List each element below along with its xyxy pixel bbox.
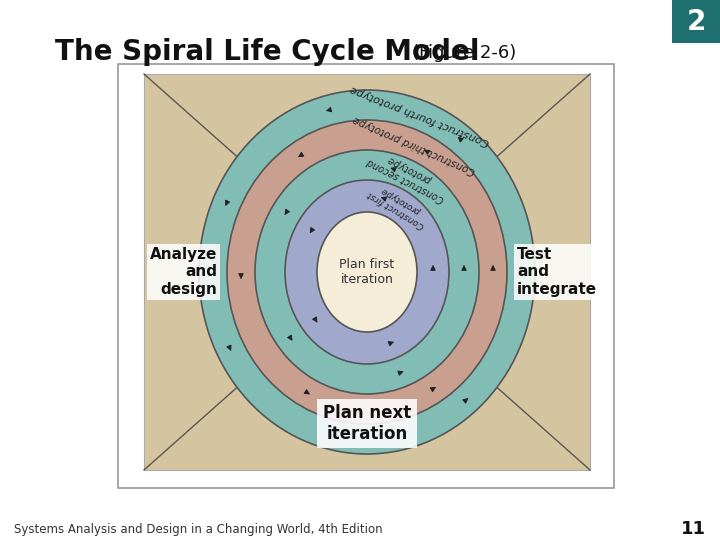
- Ellipse shape: [255, 150, 479, 394]
- Bar: [118, 64, 614, 488]
- Text: The Spiral Life Cycle Model: The Spiral Life Cycle Model: [55, 38, 480, 66]
- Text: Systems Analysis and Design in a Changing World, 4th Edition: Systems Analysis and Design in a Changin…: [14, 523, 382, 536]
- Ellipse shape: [227, 120, 507, 424]
- Text: 2: 2: [686, 8, 706, 36]
- Bar: [672, 0, 720, 43]
- Text: Construct fourth prototype: Construct fourth prototype: [348, 83, 491, 147]
- Text: Plan next
iteration: Plan next iteration: [323, 404, 411, 443]
- Text: 11: 11: [681, 520, 706, 538]
- Text: Construct first
prototype: Construct first prototype: [366, 180, 431, 230]
- Ellipse shape: [285, 180, 449, 364]
- Text: (Figure 2-6): (Figure 2-6): [412, 44, 516, 62]
- Ellipse shape: [199, 90, 535, 454]
- Ellipse shape: [317, 212, 417, 332]
- Bar: [144, 74, 590, 470]
- Text: Test
and
integrate: Test and integrate: [517, 247, 597, 297]
- Text: Plan first
iteration: Plan first iteration: [339, 258, 395, 286]
- Text: Construct second
prototype: Construct second prototype: [365, 146, 451, 204]
- Text: Analyze
and
design: Analyze and design: [150, 247, 217, 297]
- Text: Construct third prototype: Construct third prototype: [351, 114, 477, 176]
